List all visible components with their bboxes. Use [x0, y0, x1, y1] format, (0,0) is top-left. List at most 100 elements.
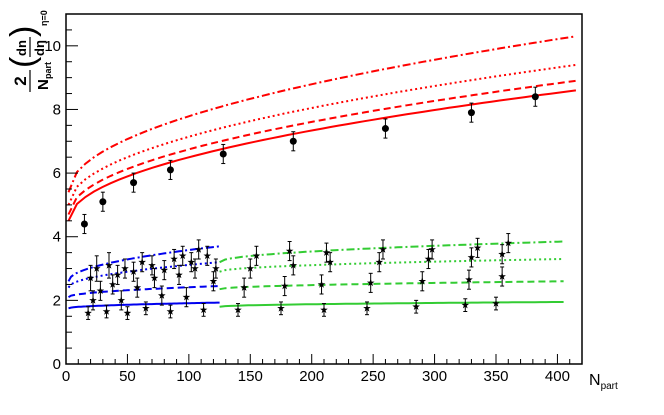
- star-marker: [240, 283, 248, 291]
- circle-marker: [99, 198, 107, 206]
- star-point: [170, 248, 178, 270]
- star-point: [86, 264, 95, 292]
- circle-marker: [381, 125, 389, 133]
- star-point: [465, 269, 473, 290]
- star-marker: [108, 280, 117, 288]
- star-marker: [212, 264, 220, 272]
- x-tick-label: 100: [176, 368, 201, 385]
- star-marker: [277, 304, 285, 312]
- star-marker: [363, 304, 371, 312]
- star-marker: [504, 239, 513, 247]
- star-marker: [191, 264, 199, 272]
- star-point: [209, 271, 218, 292]
- star-point: [117, 290, 126, 311]
- x-tick-label: 200: [299, 368, 324, 385]
- star-marker: [209, 277, 218, 285]
- star-marker: [105, 261, 113, 269]
- star-point: [105, 252, 113, 279]
- star-marker: [182, 293, 191, 301]
- star-point: [418, 271, 427, 292]
- star-marker: [326, 258, 334, 266]
- star-marker: [194, 245, 203, 253]
- x-axis-title-main: N: [589, 372, 601, 389]
- star-point: [461, 298, 470, 312]
- x-tick-label: 50: [119, 368, 136, 385]
- curve-green-dashed: [219, 280, 564, 291]
- star-point: [246, 258, 255, 279]
- star-marker: [252, 251, 261, 260]
- circle-point: [381, 118, 389, 139]
- star-marker: [280, 282, 289, 290]
- star-marker: [150, 274, 159, 282]
- curve-red-dashdot: [67, 35, 577, 193]
- star-marker: [129, 267, 138, 275]
- star-point: [89, 290, 97, 311]
- circle-marker: [289, 137, 297, 145]
- star-point: [148, 255, 156, 276]
- star-marker: [84, 309, 92, 317]
- star-marker: [428, 245, 436, 253]
- x-axis-title-sub: part: [601, 381, 618, 392]
- star-marker: [170, 255, 178, 263]
- star-marker: [160, 266, 169, 274]
- star-point: [363, 301, 371, 316]
- star-marker: [166, 307, 175, 315]
- curve-red-dotted: [67, 63, 577, 206]
- star-point: [113, 264, 122, 285]
- star-point: [129, 261, 138, 282]
- x-tick-label: 400: [545, 368, 570, 385]
- star-marker: [498, 272, 506, 280]
- star-point: [289, 255, 298, 276]
- star-marker: [289, 261, 298, 269]
- star-marker: [158, 291, 166, 299]
- star-point: [121, 258, 129, 279]
- star-point: [212, 258, 220, 279]
- curve-green-solid: [219, 301, 564, 308]
- star-marker: [492, 299, 500, 307]
- star-point: [492, 296, 500, 311]
- y-tick-label: 4: [53, 229, 61, 246]
- star-point: [252, 245, 261, 266]
- star-marker: [92, 264, 101, 272]
- star-point: [412, 299, 420, 314]
- curve-blue-dashed: [67, 285, 220, 299]
- star-point: [467, 247, 476, 268]
- star-marker: [234, 305, 242, 314]
- star-marker: [178, 251, 187, 260]
- star-point: [320, 303, 328, 317]
- circle-marker: [219, 150, 227, 158]
- star-marker: [102, 307, 111, 315]
- circle-point: [289, 131, 297, 152]
- star-point: [375, 252, 384, 273]
- star-point: [182, 287, 191, 308]
- y-axis-title-left-paren: (: [4, 56, 42, 68]
- curve-blue-dashdot: [67, 245, 220, 282]
- star-point: [84, 306, 92, 320]
- star-marker: [187, 258, 196, 266]
- y-axis-title-right-paren: ): [4, 26, 42, 37]
- star-point: [498, 266, 506, 287]
- star-marker: [379, 245, 387, 253]
- circle-marker: [166, 166, 174, 174]
- star-point: [166, 304, 175, 319]
- star-marker: [199, 305, 208, 314]
- star-marker: [86, 274, 95, 282]
- y-tick-label: 0: [53, 356, 61, 373]
- star-point: [504, 233, 513, 254]
- star-marker: [322, 248, 331, 256]
- star-marker: [133, 283, 142, 291]
- star-marker: [113, 270, 122, 279]
- star-marker: [123, 309, 132, 317]
- y-tick-label: 8: [53, 101, 61, 118]
- curve-blue-solid: [68, 301, 220, 310]
- y-axis-title-den-sub: part: [43, 62, 53, 79]
- star-point: [123, 306, 132, 320]
- star-point: [187, 252, 196, 273]
- star-marker: [203, 251, 212, 260]
- star-point: [277, 301, 285, 316]
- star-point: [92, 255, 101, 282]
- star-point: [285, 241, 294, 262]
- star-point: [322, 242, 331, 263]
- star-marker: [96, 286, 105, 295]
